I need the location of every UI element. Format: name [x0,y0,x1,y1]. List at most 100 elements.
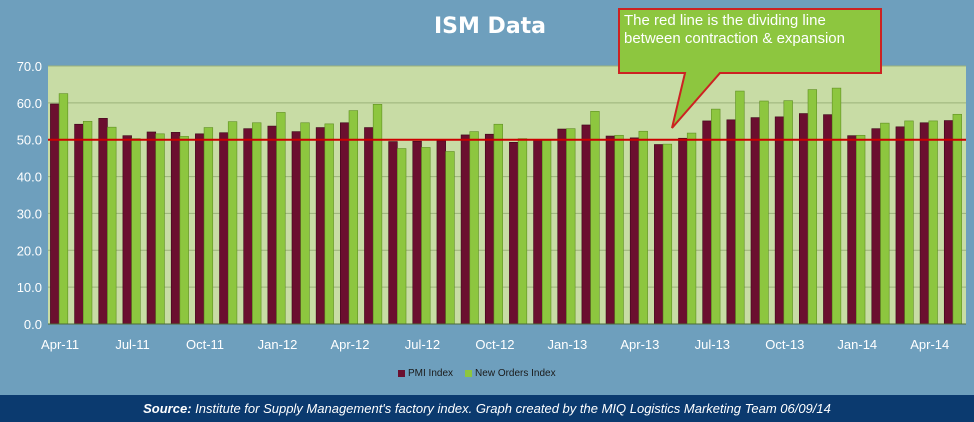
bar-pmi [581,124,591,325]
x-tick-label: Jan-12 [258,337,298,352]
source-label: Source: [143,401,192,416]
x-tick-label: Oct-12 [475,337,514,352]
bar-new-orders [614,134,624,325]
y-tick-label: 50.0 [17,133,42,148]
x-tick-label: Apr-11 [41,337,79,352]
bar-new-orders [711,108,721,325]
bar-new-orders [856,134,866,325]
x-tick-label: Oct-11 [186,337,224,352]
bar-pmi [219,132,229,325]
source-text: Institute for Supply Management's factor… [191,401,831,416]
bar-pmi [654,144,664,325]
callout-box [618,8,882,129]
legend-item-pmi: PMI Index [398,368,453,379]
bar-new-orders [686,132,697,325]
bar-new-orders [348,110,359,325]
x-tick-label: Jan-13 [548,337,588,352]
x-tick-label: Jul-13 [695,337,730,352]
bar-new-orders [493,123,503,325]
bar-new-orders [566,128,576,325]
bar-new-orders [300,122,310,325]
bar-new-orders [904,120,914,325]
bar-pmi [799,113,809,325]
bar-pmi [895,126,905,325]
bar-new-orders [445,151,455,325]
bar-pmi [170,132,181,325]
x-tick-label: Apr-13 [620,337,659,352]
bar-pmi [943,120,954,325]
bar-pmi [847,135,857,325]
bar-new-orders [227,121,238,325]
callout-text: The red line is the dividing line betwee… [624,12,876,48]
bar-new-orders [276,112,286,325]
bar-pmi [315,127,326,325]
bar-pmi [74,123,84,325]
bars [50,87,962,325]
y-tick-label: 0.0 [24,317,42,332]
bar-new-orders [397,148,407,325]
bar-new-orders [252,122,262,325]
bar-pmi [146,131,157,325]
bar-new-orders [662,143,673,325]
bar-pmi [919,122,930,325]
bar-new-orders [517,138,528,325]
legend-swatch-pmi [398,370,405,377]
bar-new-orders [372,104,383,325]
bar-new-orders [735,90,745,325]
bar-pmi [436,140,446,325]
bar-new-orders [638,130,648,325]
bar-new-orders [783,100,793,325]
bar-pmi [388,141,398,325]
bar-new-orders [58,93,69,325]
x-tick-label: Oct-13 [765,337,804,352]
bar-new-orders [590,111,600,325]
legend: PMI Index New Orders Index [398,368,556,379]
bar-new-orders [759,100,769,325]
bar-pmi [678,137,688,325]
bar-new-orders [324,123,334,325]
bar-pmi [340,122,350,325]
legend-label-new-orders: New Orders Index [475,368,556,379]
bar-pmi [533,139,543,325]
bar-pmi [291,131,301,325]
bar-pmi [509,141,519,325]
bar-new-orders [880,122,890,325]
bar-pmi [726,119,736,325]
y-tick-label: 40.0 [17,170,42,185]
bar-new-orders [421,147,431,325]
bar-pmi [823,114,833,325]
bar-pmi [98,118,108,325]
bar-pmi [412,140,422,325]
legend-swatch-new-orders [465,370,473,377]
y-tick-label: 70.0 [17,59,42,74]
y-tick-label: 30.0 [17,206,42,221]
legend-label-pmi: PMI Index [408,368,454,379]
bar-pmi [557,128,567,325]
bar-new-orders [952,113,962,325]
x-tick-label: Apr-14 [910,337,949,352]
bar-new-orders [541,140,552,325]
bar-pmi [364,127,374,325]
y-axis: 0.0 10.0 20.0 30.0 40.0 50.0 60.0 70.0 [17,59,42,332]
y-tick-label: 10.0 [17,280,42,295]
x-axis: Apr-11 Jul-11 Oct-11 Jan-12 Apr-12 Jul-12 Oct-… [41,323,966,352]
bar-pmi [605,135,616,325]
y-tick-label: 20.0 [17,243,42,258]
bar-new-orders [831,87,842,325]
bar-pmi [871,128,881,325]
bar-pmi [195,133,205,325]
bar-pmi [460,134,471,325]
bar-new-orders [179,136,189,325]
bar-pmi [629,137,640,325]
bar-pmi [267,125,277,325]
x-tick-label: Jul-12 [405,337,440,352]
x-tick-label: Jul-11 [115,337,149,352]
bar-new-orders [928,120,938,325]
chart-title: ISM Data [433,14,547,39]
bar-pmi [774,116,785,325]
x-tick-label: Jan-14 [837,337,877,352]
callout-line-1: The red line is the dividing line [624,12,826,29]
bar-new-orders [203,127,214,325]
bar-new-orders [807,89,818,325]
